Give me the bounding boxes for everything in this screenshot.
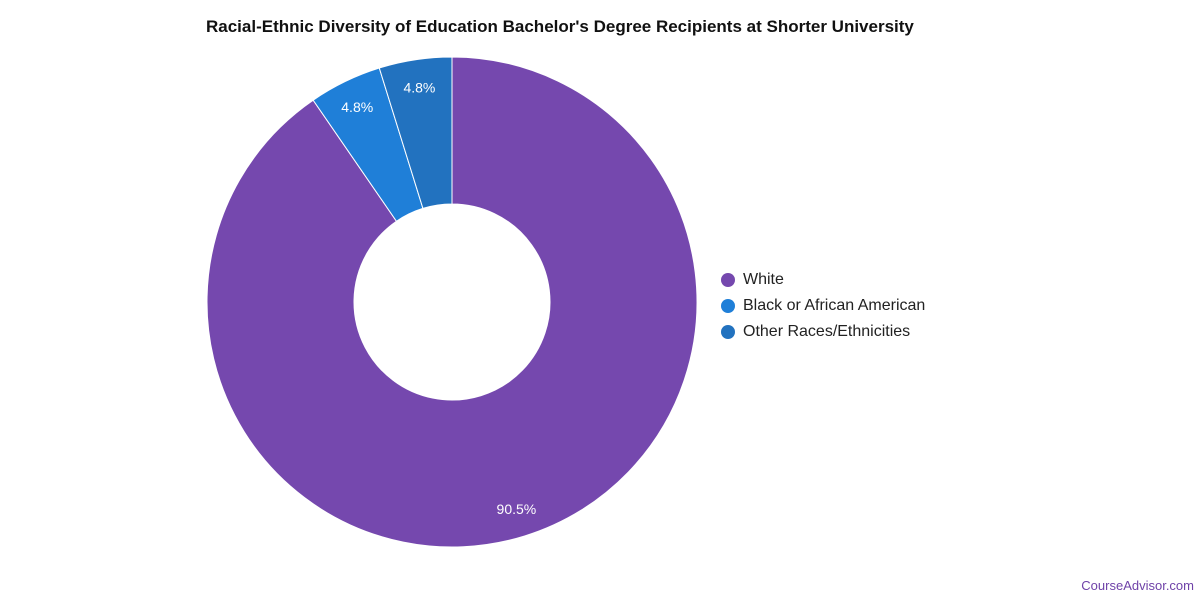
legend-item[interactable]: Other Races/Ethnicities [721,319,925,345]
chart-legend: White Black or African American Other Race… [721,267,925,345]
slice-value-label: 4.8% [403,79,435,95]
legend-swatch [721,299,735,313]
legend-item[interactable]: White [721,267,925,293]
legend-swatch [721,273,735,287]
slice-value-label: 90.5% [497,501,537,517]
legend-label: Black or African American [743,297,926,314]
chart-title: Racial-Ethnic Diversity of Education Bac… [206,17,914,36]
source-label[interactable]: CourseAdvisor.com [1081,578,1194,593]
legend-item[interactable]: Black or African American [721,293,925,319]
pie-slice-white[interactable] [206,56,698,548]
slice-value-label: 4.8% [341,99,373,115]
pie-slice-other-races-ethnicities[interactable] [378,56,453,210]
legend-swatch [721,325,735,339]
legend-label: Other Races/Ethnicities [743,323,911,340]
legend-label: White [743,271,784,288]
